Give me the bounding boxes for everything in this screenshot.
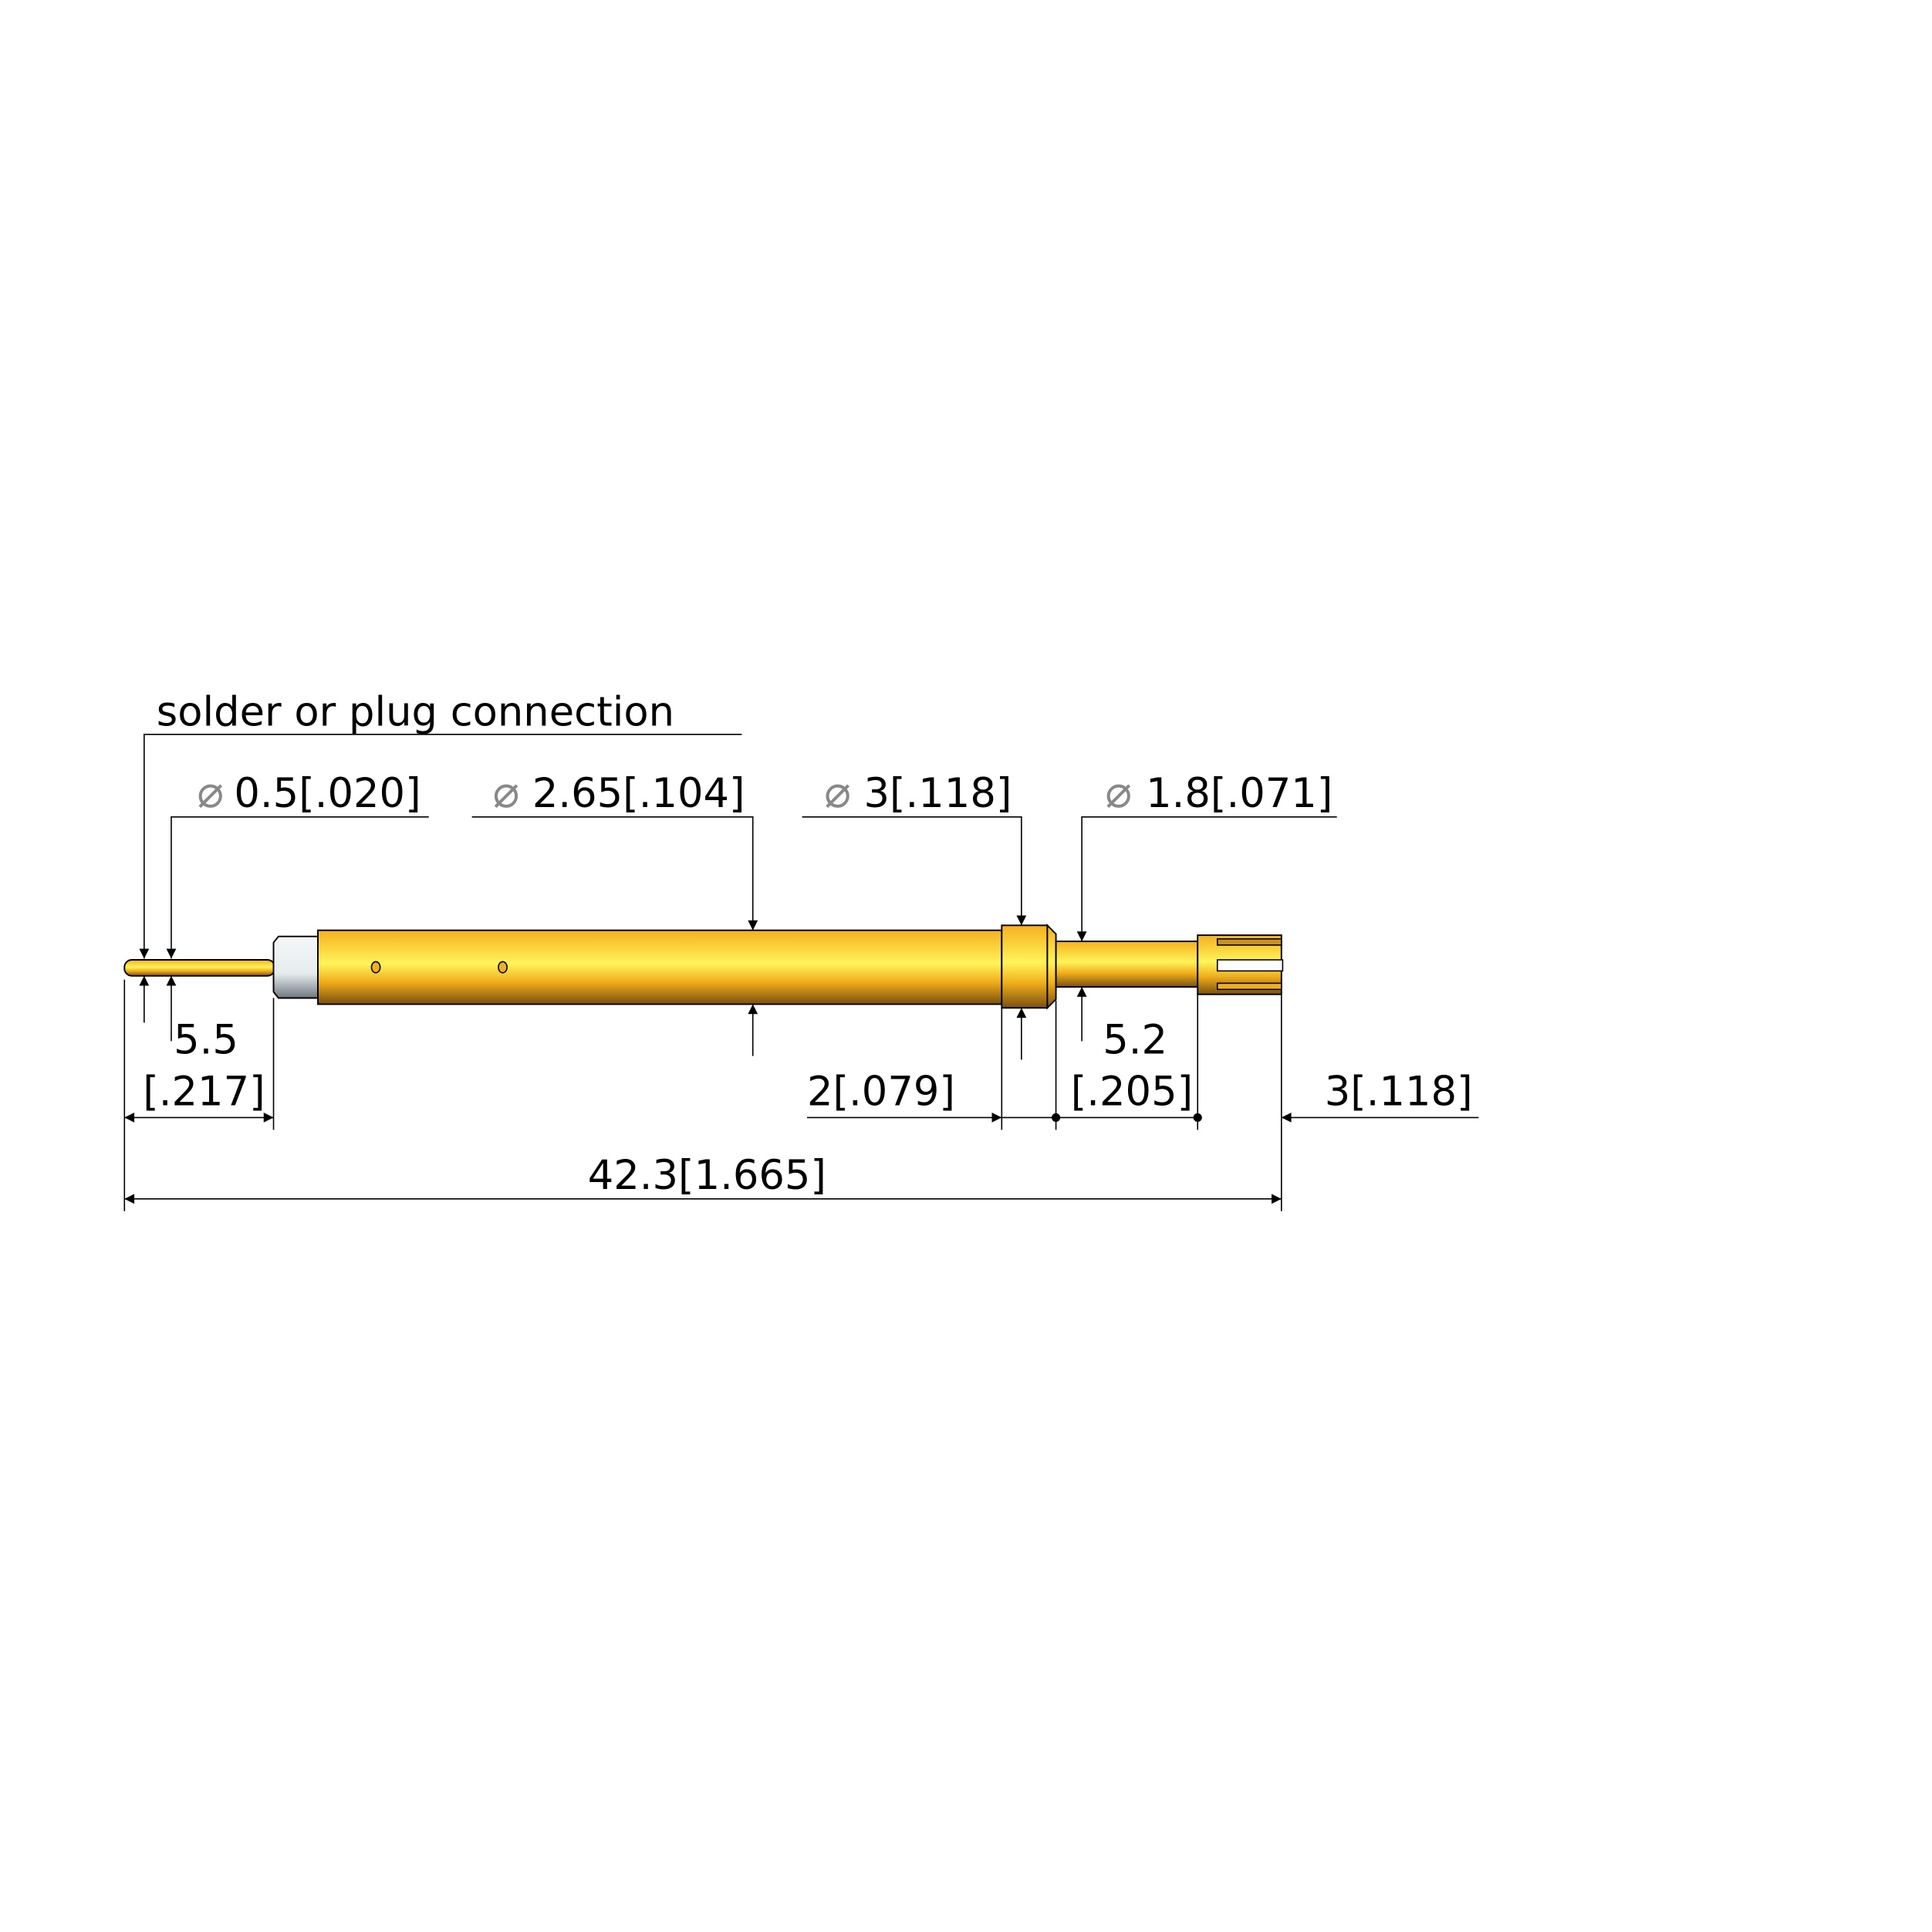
note-text: solder or plug connection (157, 689, 674, 736)
plunger-neck (1055, 941, 1199, 988)
diameter-symbol: ⌀ (198, 766, 225, 818)
barrel-hole (370, 961, 381, 974)
insulator-sleeve (272, 935, 319, 999)
dim-collar-length: 2[.079] (807, 1068, 1198, 1123)
crown-slot (1216, 982, 1282, 991)
dim-text: [.205] (1071, 1068, 1193, 1115)
dim-text: 0.5[.020] (234, 770, 421, 817)
dim-diameter-neck: ⌀ 1.8[.071] (1076, 766, 1337, 1042)
dim-text: [.217] (143, 1068, 265, 1115)
dim-text: 42.3[1.665] (588, 1152, 826, 1199)
dim-overall-length: 42.3[1.665] (124, 1152, 1282, 1204)
dim-text: 3[.118] (863, 770, 1012, 817)
dim-diameter-barrel: ⌀ 2.65[.104] (471, 766, 758, 1056)
dim-text: 1.8[.071] (1146, 770, 1332, 817)
barrel (317, 929, 1003, 1005)
dim-text: 3[.118] (1325, 1068, 1473, 1115)
dim-neck-length: 5.2 [.205] (1051, 1016, 1202, 1123)
dim-text: 5.2 (1103, 1016, 1167, 1063)
extension-lines (123, 979, 1282, 1211)
diameter-symbol: ⌀ (824, 766, 851, 818)
dim-dot (1051, 1113, 1061, 1123)
dim-head-length: 3[.118] (1281, 1068, 1479, 1123)
diameter-symbol: ⌀ (493, 766, 520, 818)
barrel-hole (498, 961, 508, 974)
dim-text: 5.5 (174, 1016, 238, 1063)
solder-tail-pin (123, 959, 276, 977)
crown-slot (1216, 959, 1284, 972)
dim-dot (1193, 1113, 1202, 1123)
dim-diameter-collar: ⌀ 3[.118] (802, 766, 1027, 1060)
crown-slot (1216, 938, 1282, 946)
collar-chamfer (1046, 923, 1057, 1010)
dim-diameter-pin: ⌀ 0.5[.020] (166, 766, 429, 1042)
spring-probe-part (123, 923, 1284, 1010)
diameter-symbol: ⌀ (1105, 766, 1132, 818)
dim-text: 2.65[.104] (532, 770, 745, 817)
collar (1001, 924, 1049, 1009)
dim-text: 2[.079] (807, 1068, 955, 1115)
note-leader: solder or plug connection (139, 689, 742, 1023)
dim-tail-length: 5.5 [.217] (124, 1016, 274, 1123)
